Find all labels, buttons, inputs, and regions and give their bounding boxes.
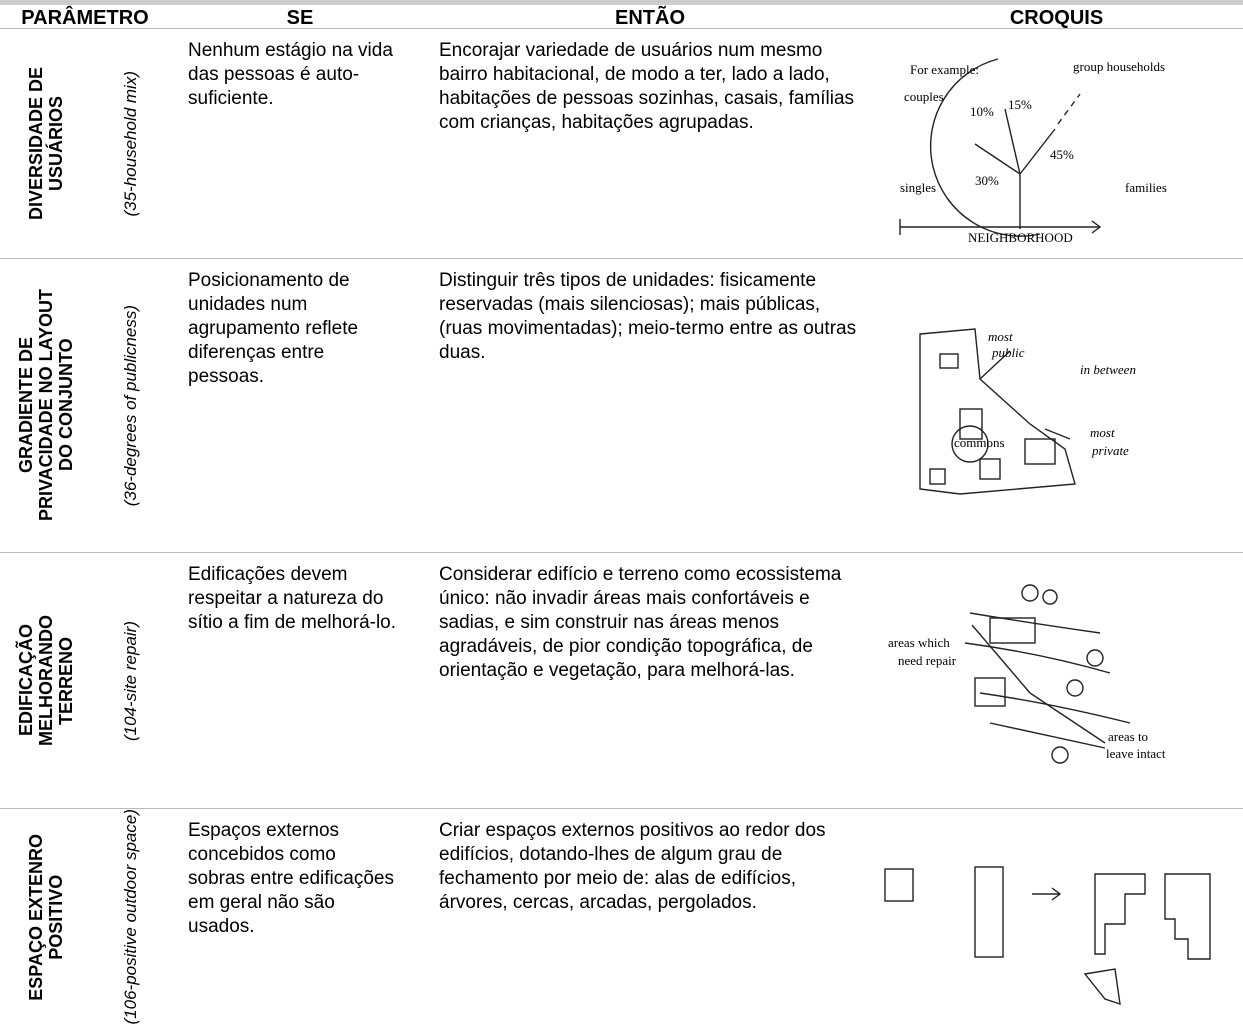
sketch-label: singles bbox=[900, 180, 936, 195]
sketch-label: private bbox=[1091, 443, 1129, 458]
parameter-line: DIVERSIDADE DE bbox=[26, 66, 46, 221]
sketch-label: most bbox=[1090, 425, 1115, 440]
parameter-cell: DIVERSIDADE DE USUÁRIOS bbox=[0, 29, 92, 258]
table-row: areas which need repair areas to leave i… bbox=[0, 552, 1243, 808]
pattern-name: (106-positive outdoor space) bbox=[121, 809, 140, 1025]
pattern-name: (36-degrees of publicness) bbox=[121, 304, 140, 507]
sketch-label: most bbox=[988, 329, 1013, 344]
if-cell: Posicionamento de unidades num agrupamen… bbox=[188, 270, 359, 387]
sketch-label: 10% bbox=[970, 104, 994, 119]
sketch-label: group households bbox=[1073, 59, 1165, 74]
sketch: most public in between most private comm… bbox=[919, 328, 1136, 495]
header-cell: SE bbox=[286, 7, 314, 29]
pattern-cell: (36-degrees of publicness) bbox=[96, 259, 166, 552]
sketch-label: NEIGHBORHOOD bbox=[968, 230, 1073, 245]
then-cell: Considerar edifício e terreno como ecoss… bbox=[439, 564, 842, 681]
parameter-line: DO CONJUNTO bbox=[56, 339, 76, 472]
then-cell: Distinguir três tipos de unidades: fisic… bbox=[439, 270, 857, 363]
sketch-label: public bbox=[991, 345, 1025, 360]
sketch-label: in between bbox=[1080, 362, 1136, 377]
header-cell: CROQUIS bbox=[1009, 7, 1104, 29]
then-cell: Encorajar variedade de usuários num mesm… bbox=[439, 40, 855, 133]
parameter-name: ESPAÇO EXTENRO POSITIVO bbox=[26, 834, 66, 1001]
pattern-name: (35-household mix) bbox=[121, 70, 140, 217]
parameter-cell: EDIFICAÇÃO MELHORANDO TERRENO bbox=[0, 553, 92, 808]
parameter-line: POSITIVO bbox=[46, 874, 66, 960]
header-cell: PARÂMETRO bbox=[21, 7, 149, 29]
parameter-cell: ESPAÇO EXTENRO POSITIVO bbox=[0, 809, 92, 1025]
sketch-label: families bbox=[1125, 180, 1167, 195]
if-cell: Edificações devem respeitar a natureza d… bbox=[188, 564, 397, 633]
header-row: PARÂMETRO SE ENTÃO CROQUIS bbox=[0, 0, 1243, 29]
pattern-cell: (35-household mix) bbox=[96, 29, 166, 258]
sketch-label: commons bbox=[954, 435, 1005, 450]
sketch-label: couples bbox=[904, 89, 944, 104]
parameter-cell: GRADIENTE DE PRIVACIDADE NO LAYOUT DO CONJ… bbox=[0, 259, 92, 552]
sketch-label: need repair bbox=[898, 653, 957, 668]
parameter-line: EDIFICAÇÃO bbox=[16, 624, 36, 737]
table-row: For example: group households couples 10… bbox=[0, 28, 1243, 258]
parameter-line: MELHORANDO bbox=[36, 615, 56, 746]
sketch-label: areas to bbox=[1108, 729, 1148, 744]
sketch-label: 15% bbox=[1008, 97, 1032, 112]
parameter-name: GRADIENTE DE PRIVACIDADE NO LAYOUT DO CONJ… bbox=[16, 289, 76, 521]
pattern-cell: (104-site repair) bbox=[96, 553, 166, 808]
sketch-label: For example: bbox=[910, 62, 979, 77]
parameter-line: TERRENO bbox=[56, 636, 76, 725]
table-row: most public in between most private comm… bbox=[0, 258, 1243, 552]
sketch-label: 30% bbox=[975, 173, 999, 188]
sketch-label: leave intact bbox=[1106, 746, 1166, 761]
sketch: For example: group households couples 10… bbox=[899, 58, 1167, 245]
parameter-name: EDIFICAÇÃO MELHORANDO TERRENO bbox=[16, 615, 76, 746]
if-cell: Nenhum estágio na vida das pessoas é aut… bbox=[188, 40, 393, 109]
sketch bbox=[884, 866, 1211, 1006]
parameter-line: GRADIENTE DE bbox=[16, 337, 36, 474]
pattern-name: (104-site repair) bbox=[121, 620, 140, 741]
pattern-cell: (106-positive outdoor space) bbox=[96, 809, 166, 1025]
parameter-line: PRIVACIDADE NO LAYOUT bbox=[36, 289, 56, 522]
sketch-label: 45% bbox=[1050, 147, 1074, 162]
header-cell: ENTÃO bbox=[615, 7, 685, 29]
sketch: areas which need repair areas to leave i… bbox=[888, 584, 1166, 764]
table-row: ESPAÇO EXTENRO POSITIVO (106-positive outd… bbox=[0, 808, 1243, 1025]
sketch-label: areas which bbox=[888, 635, 950, 650]
parameter-line: USUÁRIOS bbox=[46, 96, 66, 192]
then-cell: Criar espaços externos positivos ao redo… bbox=[439, 820, 826, 913]
if-cell: Espaços externos concebidos como sobras … bbox=[188, 820, 394, 937]
parameter-name: DIVERSIDADE DE USUÁRIOS bbox=[26, 67, 66, 220]
parameter-line: ESPAÇO EXTENRO bbox=[26, 833, 46, 1001]
